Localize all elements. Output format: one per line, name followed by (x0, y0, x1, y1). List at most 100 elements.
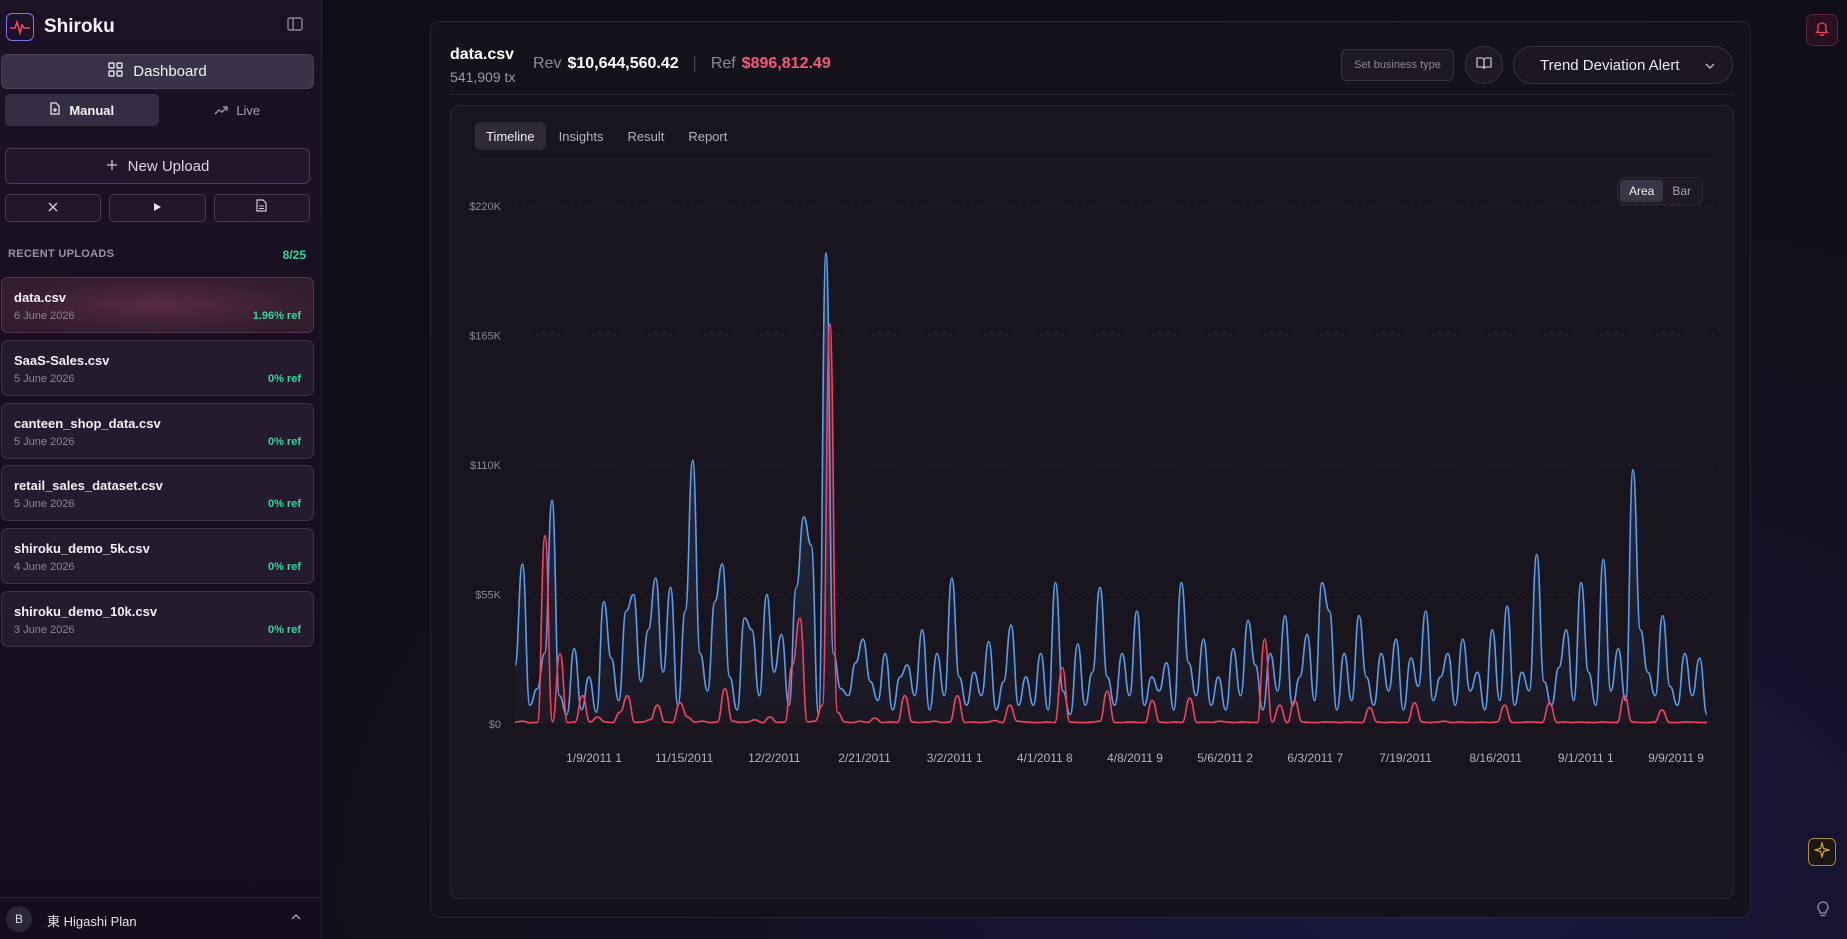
tab-result[interactable]: Result (627, 128, 665, 144)
tab-report[interactable]: Report (688, 128, 728, 144)
tab-live-label: Live (236, 102, 261, 118)
tab-insights[interactable]: Insights (558, 128, 604, 144)
bar-toggle-button[interactable]: Bar (1672, 184, 1692, 198)
brand[interactable]: Shiroku (6, 12, 115, 42)
x-tick-label: 4/1/2011 8 (1017, 751, 1073, 765)
sidebar-toggle-icon[interactable] (287, 16, 305, 34)
upload-item[interactable]: shiroku_demo_5k.csv 4 June 2026 0% ref (1, 528, 314, 584)
upload-date: 4 June 2026 (14, 561, 75, 573)
business-type-button[interactable]: Set business type (1341, 49, 1454, 81)
grid-icon (108, 62, 123, 81)
chevron-up-icon[interactable] (290, 910, 302, 928)
x-tick-label: 7/19/2011 (1379, 751, 1432, 765)
upload-ref-rate: 0% ref (267, 373, 301, 385)
series-1-line (514, 322, 1708, 724)
y-tick-label: $165K (469, 331, 501, 343)
upload-item[interactable]: SaaS-Sales.csv 5 June 2026 0% ref (1, 340, 314, 396)
upload-name: shiroku_demo_5k.csv (14, 541, 150, 556)
run-button[interactable] (109, 194, 206, 222)
recent-uploads-count: 8/25 (282, 248, 306, 262)
notifications-button[interactable] (1806, 14, 1838, 46)
tab-manual[interactable]: Manual (5, 94, 159, 126)
upload-ref-rate: 0% ref (267, 561, 301, 573)
plus-icon (106, 158, 118, 175)
guide-button[interactable] (1465, 46, 1503, 84)
dashboard-button[interactable]: Dashboard (1, 54, 314, 89)
upload-actions (5, 194, 310, 222)
play-icon (153, 199, 162, 217)
app-name: Shiroku (44, 16, 115, 37)
upload-item[interactable]: canteen_shop_data.csv 5 June 2026 0% ref (1, 403, 314, 459)
account-footer[interactable]: B 東 Higashi Plan (0, 897, 322, 939)
upload-date: 5 June 2026 (14, 373, 75, 385)
x-tick-label: 3/2/2011 1 (927, 751, 983, 765)
x-tick-label: 5/6/2011 2 (1197, 751, 1253, 765)
upload-ref-rate: 1.96% ref (252, 310, 301, 322)
upload-name: data.csv (14, 290, 67, 305)
chart-type-toggle: Area Bar (1617, 177, 1704, 205)
x-tick-label: 12/2/2011 (748, 751, 801, 765)
upload-date: 6 June 2026 (14, 310, 75, 322)
series-0-line (514, 252, 1708, 716)
dashboard-label: Dashboard (133, 63, 207, 80)
y-tick-label: $55K (475, 590, 501, 602)
header-divider (450, 94, 1733, 95)
new-upload-button[interactable]: New Upload (5, 148, 310, 184)
chevron-down-icon (1704, 59, 1716, 76)
x-tick-label: 11/15/2011 (655, 751, 714, 765)
upload-ref-rate: 0% ref (267, 498, 301, 510)
x-tick-label: 2/21/2011 (838, 751, 891, 765)
upload-date: 3 June 2026 (14, 624, 75, 636)
book-open-icon (1476, 56, 1492, 75)
area-toggle-button[interactable]: Area (1620, 180, 1664, 202)
document-icon (49, 102, 61, 118)
main-panel: data.csv 541,909 tx Rev $10,644,560.42 |… (430, 21, 1751, 918)
y-tick-label: $110K (470, 460, 502, 472)
chart-card: Timeline Insights Result Report Area Bar… (450, 105, 1734, 899)
series-0-area (515, 253, 1707, 724)
cancel-button[interactable] (5, 194, 102, 222)
rev-value: $10,644,560.42 (567, 55, 679, 72)
view-tabs: Timeline Insights Result Report (475, 122, 738, 150)
tab-live[interactable]: Live (161, 94, 315, 126)
upload-item[interactable]: shiroku_demo_10k.csv 3 June 2026 0% ref (1, 591, 314, 647)
upload-item[interactable]: data.csv 6 June 2026 1.96% ref (1, 277, 314, 333)
x-tick-label: 6/3/2011 7 (1287, 751, 1343, 765)
upload-ref-rate: 0% ref (267, 624, 301, 636)
upload-item[interactable]: retail_sales_dataset.csv 5 June 2026 0% … (1, 465, 314, 521)
alert-type-value: Trend Deviation Alert (1540, 56, 1680, 74)
trend-up-icon (214, 103, 228, 118)
pulse-chart-icon (6, 13, 34, 41)
ref-value: $896,812.49 (741, 55, 831, 72)
view-file-button[interactable] (213, 194, 310, 222)
y-tick-label: $0 (489, 719, 501, 731)
totals: Rev $10,644,560.42 | Ref $896,812.49 (533, 55, 831, 73)
upload-ref-rate: 0% ref (267, 436, 301, 448)
recent-uploads-header: RECENT UPLOADS 8/25 (8, 248, 306, 262)
sidebar: Shiroku Dashboard Manual Live New Upload (0, 0, 322, 939)
upload-name: shiroku_demo_10k.csv (14, 604, 158, 619)
tips-button[interactable] (1812, 900, 1834, 922)
tabs-divider (475, 158, 1712, 159)
y-tick-label: $220K (469, 201, 501, 213)
x-tick-label: 9/1/2011 1 (1558, 751, 1614, 765)
x-tick-label: 1/9/2011 1 (566, 751, 622, 765)
recent-uploads-title: RECENT UPLOADS (8, 248, 115, 260)
assistant-button[interactable] (1808, 838, 1836, 866)
bell-icon (1814, 20, 1830, 41)
divider: | (692, 55, 697, 72)
upload-name: retail_sales_dataset.csv (14, 478, 163, 493)
timeline-chart[interactable]: $0 $55K $110K $165K $220K 1/9/2011 1 11/15/201… (451, 106, 1735, 900)
upload-name: canteen_shop_data.csv (14, 416, 161, 431)
x-tick-label: 8/16/2011 (1469, 751, 1522, 765)
plan-name: 東 Higashi Plan (47, 914, 137, 929)
sparkle-icon (1812, 840, 1832, 863)
new-upload-label: New Upload (127, 157, 210, 175)
upload-date: 5 June 2026 (14, 436, 75, 448)
avatar: B (6, 906, 32, 932)
ref-label: Ref (710, 55, 736, 72)
tab-timeline[interactable]: Timeline (475, 122, 546, 150)
x-tick-label: 9/9/2011 9 (1648, 751, 1704, 765)
rev-label: Rev (533, 55, 562, 72)
alert-type-select[interactable]: Trend Deviation Alert (1513, 46, 1733, 84)
